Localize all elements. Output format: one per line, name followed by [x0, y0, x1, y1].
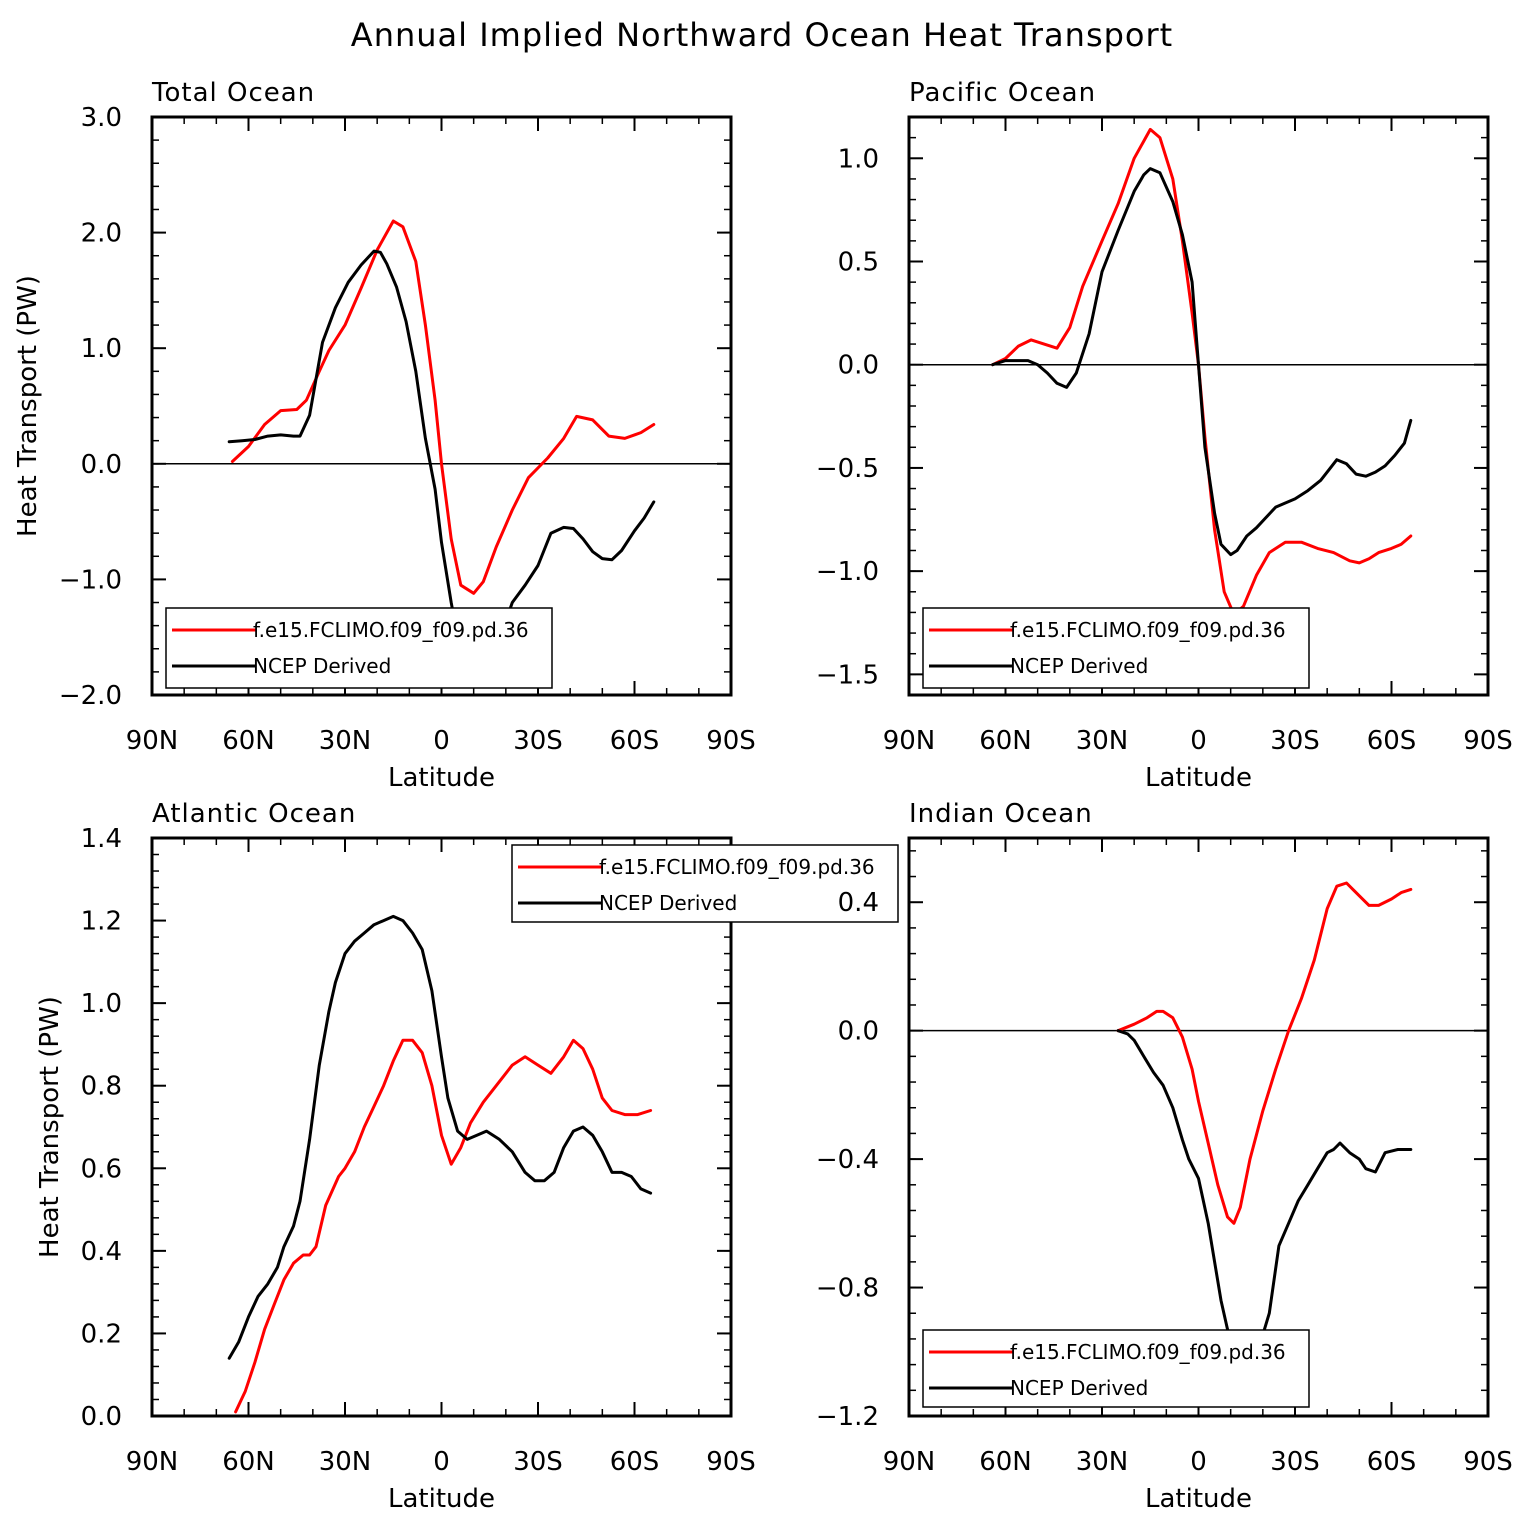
x-axis-label: Latitude: [1145, 763, 1252, 793]
legend: f.e15.FCLIMO.f09_f09.pd.36 NCEP Derived: [165, 607, 553, 689]
model-series-line: [234, 1038, 653, 1414]
legend-box: [922, 1329, 1310, 1408]
y-tick-label: −0.5: [816, 454, 879, 484]
x-tick-label: 0: [1190, 1447, 1207, 1477]
y-tick-label: 0.0: [838, 351, 879, 381]
x-tick-label: 30N: [319, 726, 372, 756]
legend-label: NCEP Derived: [599, 891, 737, 915]
panel-title: Indian Ocean: [909, 799, 1093, 829]
x-tick-label: 0: [433, 726, 450, 756]
legend: f.e15.FCLIMO.f09_f09.pd.36 NCEP Derived: [922, 1329, 1310, 1408]
x-tick-label: 60N: [979, 1447, 1032, 1477]
y-tick-label: −1.2: [816, 1402, 879, 1432]
x-tick-label: 0: [1190, 726, 1207, 756]
x-tick-label: 90N: [883, 726, 936, 756]
x-tick-label: 60N: [222, 1447, 275, 1477]
x-tick-label: 30S: [1270, 1447, 1320, 1477]
model-series-line: [991, 127, 1413, 616]
panel-indian: 90N 60N 30N 0 30S 60S 90S −1.2 −0.8 −0.4 0.0 0.4 Ind…: [816, 799, 1513, 1514]
plot-frame: [907, 836, 1490, 1418]
legend-box: [165, 607, 553, 689]
y-tick-label: 0.0: [81, 450, 122, 480]
x-axis-label: Latitude: [388, 763, 495, 793]
y-tick-label: 1.2: [81, 907, 122, 937]
x-tick-label: 0: [433, 1447, 450, 1477]
y-tick-label: −0.4: [816, 1145, 879, 1175]
panel-atlantic: 90N 60N 30N 0 30S 60S 90S 0.0 0.2 0.4 0.6 0.8 1.0 1.2…: [35, 799, 899, 1514]
legend-label: NCEP Derived: [1010, 654, 1148, 678]
y-tick-label: −1.0: [59, 565, 122, 595]
panel-total: 90N 60N 30N 0 30S 60S 90S −2.0 −1.0 0.0 1.0 2.0 3.0 T…: [13, 78, 756, 793]
x-axis-label: Latitude: [388, 1484, 495, 1514]
y-axis-label: Heat Transport (PW): [35, 996, 65, 1258]
panel-pacific: 90N 60N 30N 0 30S 60S 90S −1.5 −1.0 −0.5 0.0 0.5 1.0…: [816, 78, 1513, 793]
y-tick-label: −2.0: [59, 681, 122, 711]
y-tick-label: 0.4: [838, 888, 879, 918]
y-tick-label: −0.8: [816, 1274, 879, 1304]
y-tick-label: 0.8: [81, 1072, 122, 1102]
legend-label: f.e15.FCLIMO.f09_f09.pd.36: [1010, 1340, 1286, 1364]
ncep-series-line: [1116, 1029, 1413, 1370]
x-tick-label: 90S: [706, 1447, 756, 1477]
x-tick-label: 30S: [513, 1447, 563, 1477]
y-tick-label: 1.0: [81, 989, 122, 1019]
y-tick-label: 1.4: [81, 824, 122, 854]
x-tick-label: 30S: [513, 726, 563, 756]
x-tick-label: 30N: [1076, 726, 1129, 756]
plot-frame: [150, 115, 733, 697]
y-tick-label: 0.5: [838, 248, 879, 278]
panel-title: Atlantic Ocean: [152, 799, 356, 829]
legend-box: [511, 844, 899, 923]
y-axis-label: Heat Transport (PW): [13, 275, 43, 537]
x-tick-label: 60S: [610, 726, 660, 756]
plot-frame: [150, 836, 733, 1418]
legend-label: f.e15.FCLIMO.f09_f09.pd.36: [253, 618, 529, 642]
x-tick-label: 30S: [1270, 726, 1320, 756]
legend-label: NCEP Derived: [253, 654, 391, 678]
x-tick-label: 90N: [883, 1447, 936, 1477]
y-tick-label: 0.0: [81, 1402, 122, 1432]
x-tick-label: 60S: [1367, 1447, 1417, 1477]
x-axis-label: Latitude: [1145, 1484, 1252, 1514]
x-tick-label: 60S: [1367, 726, 1417, 756]
legend-label: NCEP Derived: [1010, 1376, 1148, 1400]
y-tick-label: 0.0: [838, 1017, 879, 1047]
model-series-line: [230, 219, 656, 595]
y-tick-label: 0.2: [81, 1319, 122, 1349]
y-tick-label: 0.6: [81, 1154, 122, 1184]
ncep-series-line: [227, 249, 656, 659]
x-tick-label: 90S: [706, 726, 756, 756]
y-tick-label: 2.0: [81, 219, 122, 249]
y-tick-label: −1.5: [816, 660, 879, 690]
x-tick-label: 90N: [126, 726, 179, 756]
y-tick-label: 3.0: [81, 103, 122, 133]
y-tick-label: −1.0: [816, 557, 879, 587]
panel-title: Total Ocean: [151, 78, 315, 108]
y-tick-label: 1.0: [838, 144, 879, 174]
x-tick-label: 60N: [222, 726, 275, 756]
panel-title: Pacific Ocean: [909, 78, 1096, 108]
ncep-series-line: [227, 914, 653, 1360]
legend-box: [922, 607, 1310, 689]
legend-label: f.e15.FCLIMO.f09_f09.pd.36: [1010, 618, 1286, 642]
x-tick-label: 60N: [979, 726, 1032, 756]
x-tick-label: 90N: [126, 1447, 179, 1477]
legend: f.e15.FCLIMO.f09_f09.pd.36 NCEP Derived: [511, 844, 899, 923]
x-tick-label: 30N: [1076, 1447, 1129, 1477]
legend-label: f.e15.FCLIMO.f09_f09.pd.36: [599, 855, 875, 879]
plot-frame: [907, 115, 1490, 697]
y-tick-label: 1.0: [81, 334, 122, 364]
figure-title: Annual Implied Northward Ocean Heat Tran…: [351, 16, 1173, 54]
x-tick-label: 90S: [1463, 726, 1513, 756]
x-tick-label: 90S: [1463, 1447, 1513, 1477]
ncep-series-line: [991, 167, 1413, 557]
legend: f.e15.FCLIMO.f09_f09.pd.36 NCEP Derived: [922, 607, 1310, 689]
model-series-line: [1116, 881, 1413, 1225]
x-tick-label: 60S: [610, 1447, 660, 1477]
y-tick-label: 0.4: [81, 1237, 122, 1267]
x-tick-label: 30N: [319, 1447, 372, 1477]
